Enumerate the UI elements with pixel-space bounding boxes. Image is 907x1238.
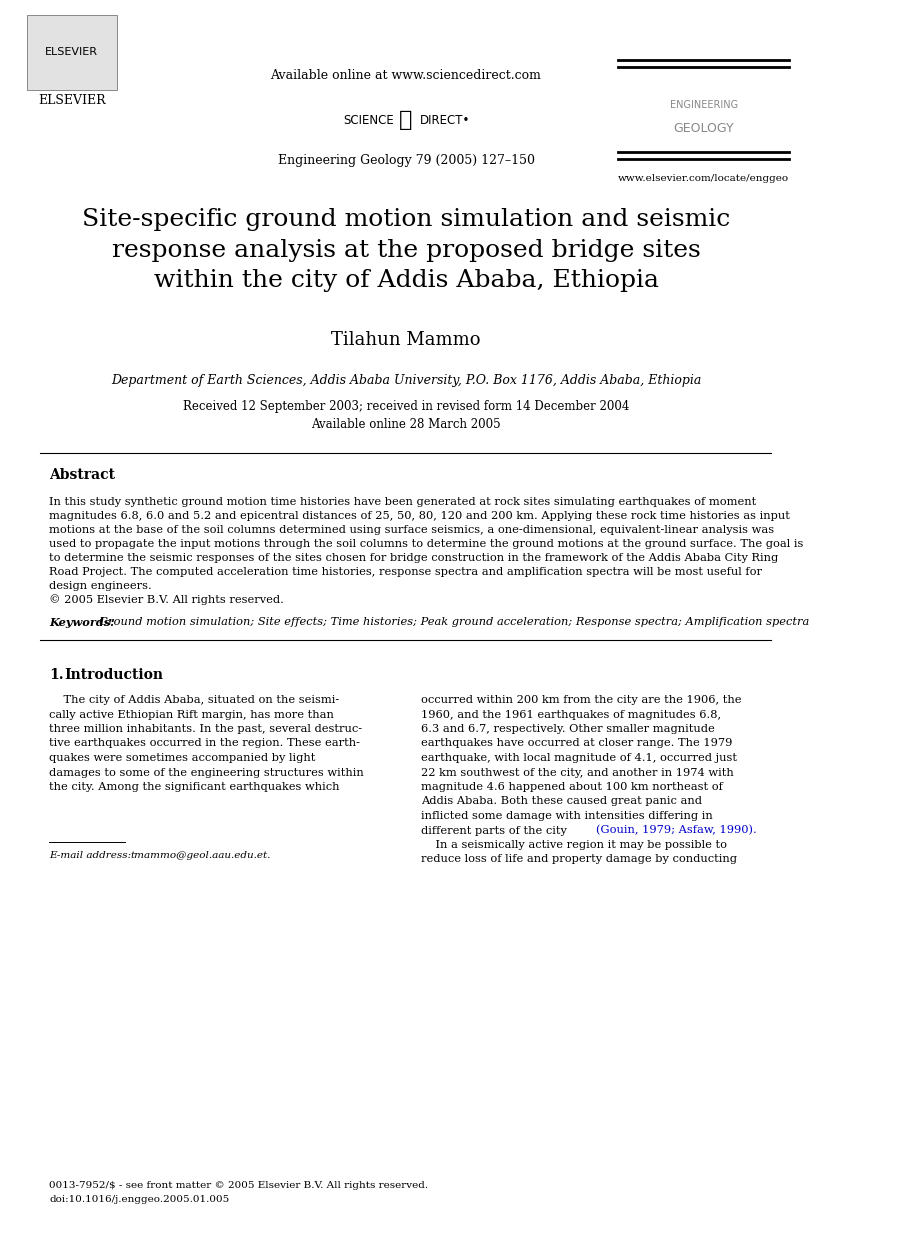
Text: Road Project. The computed acceleration time histories, response spectra and amp: Road Project. The computed acceleration … xyxy=(49,567,762,577)
Text: www.elsevier.com/locate/enggeo: www.elsevier.com/locate/enggeo xyxy=(618,173,789,182)
Text: cally active Ethiopian Rift margin, has more than: cally active Ethiopian Rift margin, has … xyxy=(49,709,334,719)
Text: tmammo@geol.aau.edu.et.: tmammo@geol.aau.edu.et. xyxy=(130,851,270,860)
Text: 1960, and the 1961 earthquakes of magnitudes 6.8,: 1960, and the 1961 earthquakes of magnit… xyxy=(421,709,721,719)
Text: 22 km southwest of the city, and another in 1974 with: 22 km southwest of the city, and another… xyxy=(421,768,734,777)
Text: The city of Addis Ababa, situated on the seismi-: The city of Addis Ababa, situated on the… xyxy=(49,695,339,704)
Text: Tilahun Mammo: Tilahun Mammo xyxy=(331,331,481,349)
Text: Engineering Geology 79 (2005) 127–150: Engineering Geology 79 (2005) 127–150 xyxy=(278,154,534,166)
Text: Received 12 September 2003; received in revised form 14 December 2004
Available : Received 12 September 2003; received in … xyxy=(183,400,629,431)
Text: Ground motion simulation; Site effects; Time histories; Peak ground acceleration: Ground motion simulation; Site effects; … xyxy=(99,617,809,626)
Text: three million inhabitants. In the past, several destruc-: three million inhabitants. In the past, … xyxy=(49,724,363,734)
Text: magnitude 4.6 happened about 100 km northeast of: magnitude 4.6 happened about 100 km nort… xyxy=(421,782,723,792)
Text: In a seismically active region it may be possible to: In a seismically active region it may be… xyxy=(421,841,727,851)
Text: motions at the base of the soil columns determined using surface seismics, a one: motions at the base of the soil columns … xyxy=(49,525,775,535)
Text: earthquake, with local magnitude of 4.1, occurred just: earthquake, with local magnitude of 4.1,… xyxy=(421,753,737,763)
Text: 6.3 and 6.7, respectively. Other smaller magnitude: 6.3 and 6.7, respectively. Other smaller… xyxy=(421,724,715,734)
Text: quakes were sometimes accompanied by light: quakes were sometimes accompanied by lig… xyxy=(49,753,316,763)
Text: Introduction: Introduction xyxy=(64,669,163,682)
Text: GEOLOGY: GEOLOGY xyxy=(673,121,734,135)
Text: occurred within 200 km from the city are the 1906, the: occurred within 200 km from the city are… xyxy=(421,695,742,704)
Text: different parts of the city: different parts of the city xyxy=(421,826,567,836)
Text: Site-specific ground motion simulation and seismic
response analysis at the prop: Site-specific ground motion simulation a… xyxy=(82,208,730,292)
Text: Department of Earth Sciences, Addis Ababa University, P.O. Box 1176, Addis Ababa: Department of Earth Sciences, Addis Abab… xyxy=(111,374,701,386)
Text: DIRECT•: DIRECT• xyxy=(419,114,470,126)
Text: to determine the seismic responses of the sites chosen for bridge construction i: to determine the seismic responses of th… xyxy=(49,553,778,563)
Text: ENGINEERING: ENGINEERING xyxy=(669,100,737,110)
Text: damages to some of the engineering structures within: damages to some of the engineering struc… xyxy=(49,768,364,777)
Text: ELSEVIER: ELSEVIER xyxy=(45,47,98,57)
Text: 1.: 1. xyxy=(49,669,63,682)
Text: design engineers.: design engineers. xyxy=(49,581,152,591)
Text: In this study synthetic ground motion time histories have been generated at rock: In this study synthetic ground motion ti… xyxy=(49,496,756,508)
Text: 0013-7952/$ - see front matter © 2005 Elsevier B.V. All rights reserved.: 0013-7952/$ - see front matter © 2005 El… xyxy=(49,1181,428,1190)
Text: used to propagate the input motions through the soil columns to determine the gr: used to propagate the input motions thro… xyxy=(49,539,804,548)
Text: magnitudes 6.8, 6.0 and 5.2 and epicentral distances of 25, 50, 80, 120 and 200 : magnitudes 6.8, 6.0 and 5.2 and epicentr… xyxy=(49,511,790,521)
Text: earthquakes have occurred at closer range. The 1979: earthquakes have occurred at closer rang… xyxy=(421,739,733,749)
Text: inflicted some damage with intensities differing in: inflicted some damage with intensities d… xyxy=(421,811,713,821)
Text: (Gouin, 1979; Asfaw, 1990).: (Gouin, 1979; Asfaw, 1990). xyxy=(596,826,756,836)
Bar xyxy=(27,15,116,90)
Text: ⓐ: ⓐ xyxy=(399,110,413,130)
Text: the city. Among the significant earthquakes which: the city. Among the significant earthqua… xyxy=(49,782,340,792)
Text: E-mail address:: E-mail address: xyxy=(49,851,132,860)
Text: tive earthquakes occurred in the region. These earth-: tive earthquakes occurred in the region.… xyxy=(49,739,360,749)
Text: Available online at www.sciencedirect.com: Available online at www.sciencedirect.co… xyxy=(270,68,541,82)
Text: Addis Ababa. Both these caused great panic and: Addis Ababa. Both these caused great pan… xyxy=(421,796,702,806)
Text: reduce loss of life and property damage by conducting: reduce loss of life and property damage … xyxy=(421,854,737,864)
Text: doi:10.1016/j.enggeo.2005.01.005: doi:10.1016/j.enggeo.2005.01.005 xyxy=(49,1195,229,1203)
Text: Keywords:: Keywords: xyxy=(49,617,115,628)
Text: SCIENCE: SCIENCE xyxy=(344,114,395,126)
Text: ELSEVIER: ELSEVIER xyxy=(38,94,105,106)
Text: Abstract: Abstract xyxy=(49,468,115,482)
Text: © 2005 Elsevier B.V. All rights reserved.: © 2005 Elsevier B.V. All rights reserved… xyxy=(49,594,284,605)
